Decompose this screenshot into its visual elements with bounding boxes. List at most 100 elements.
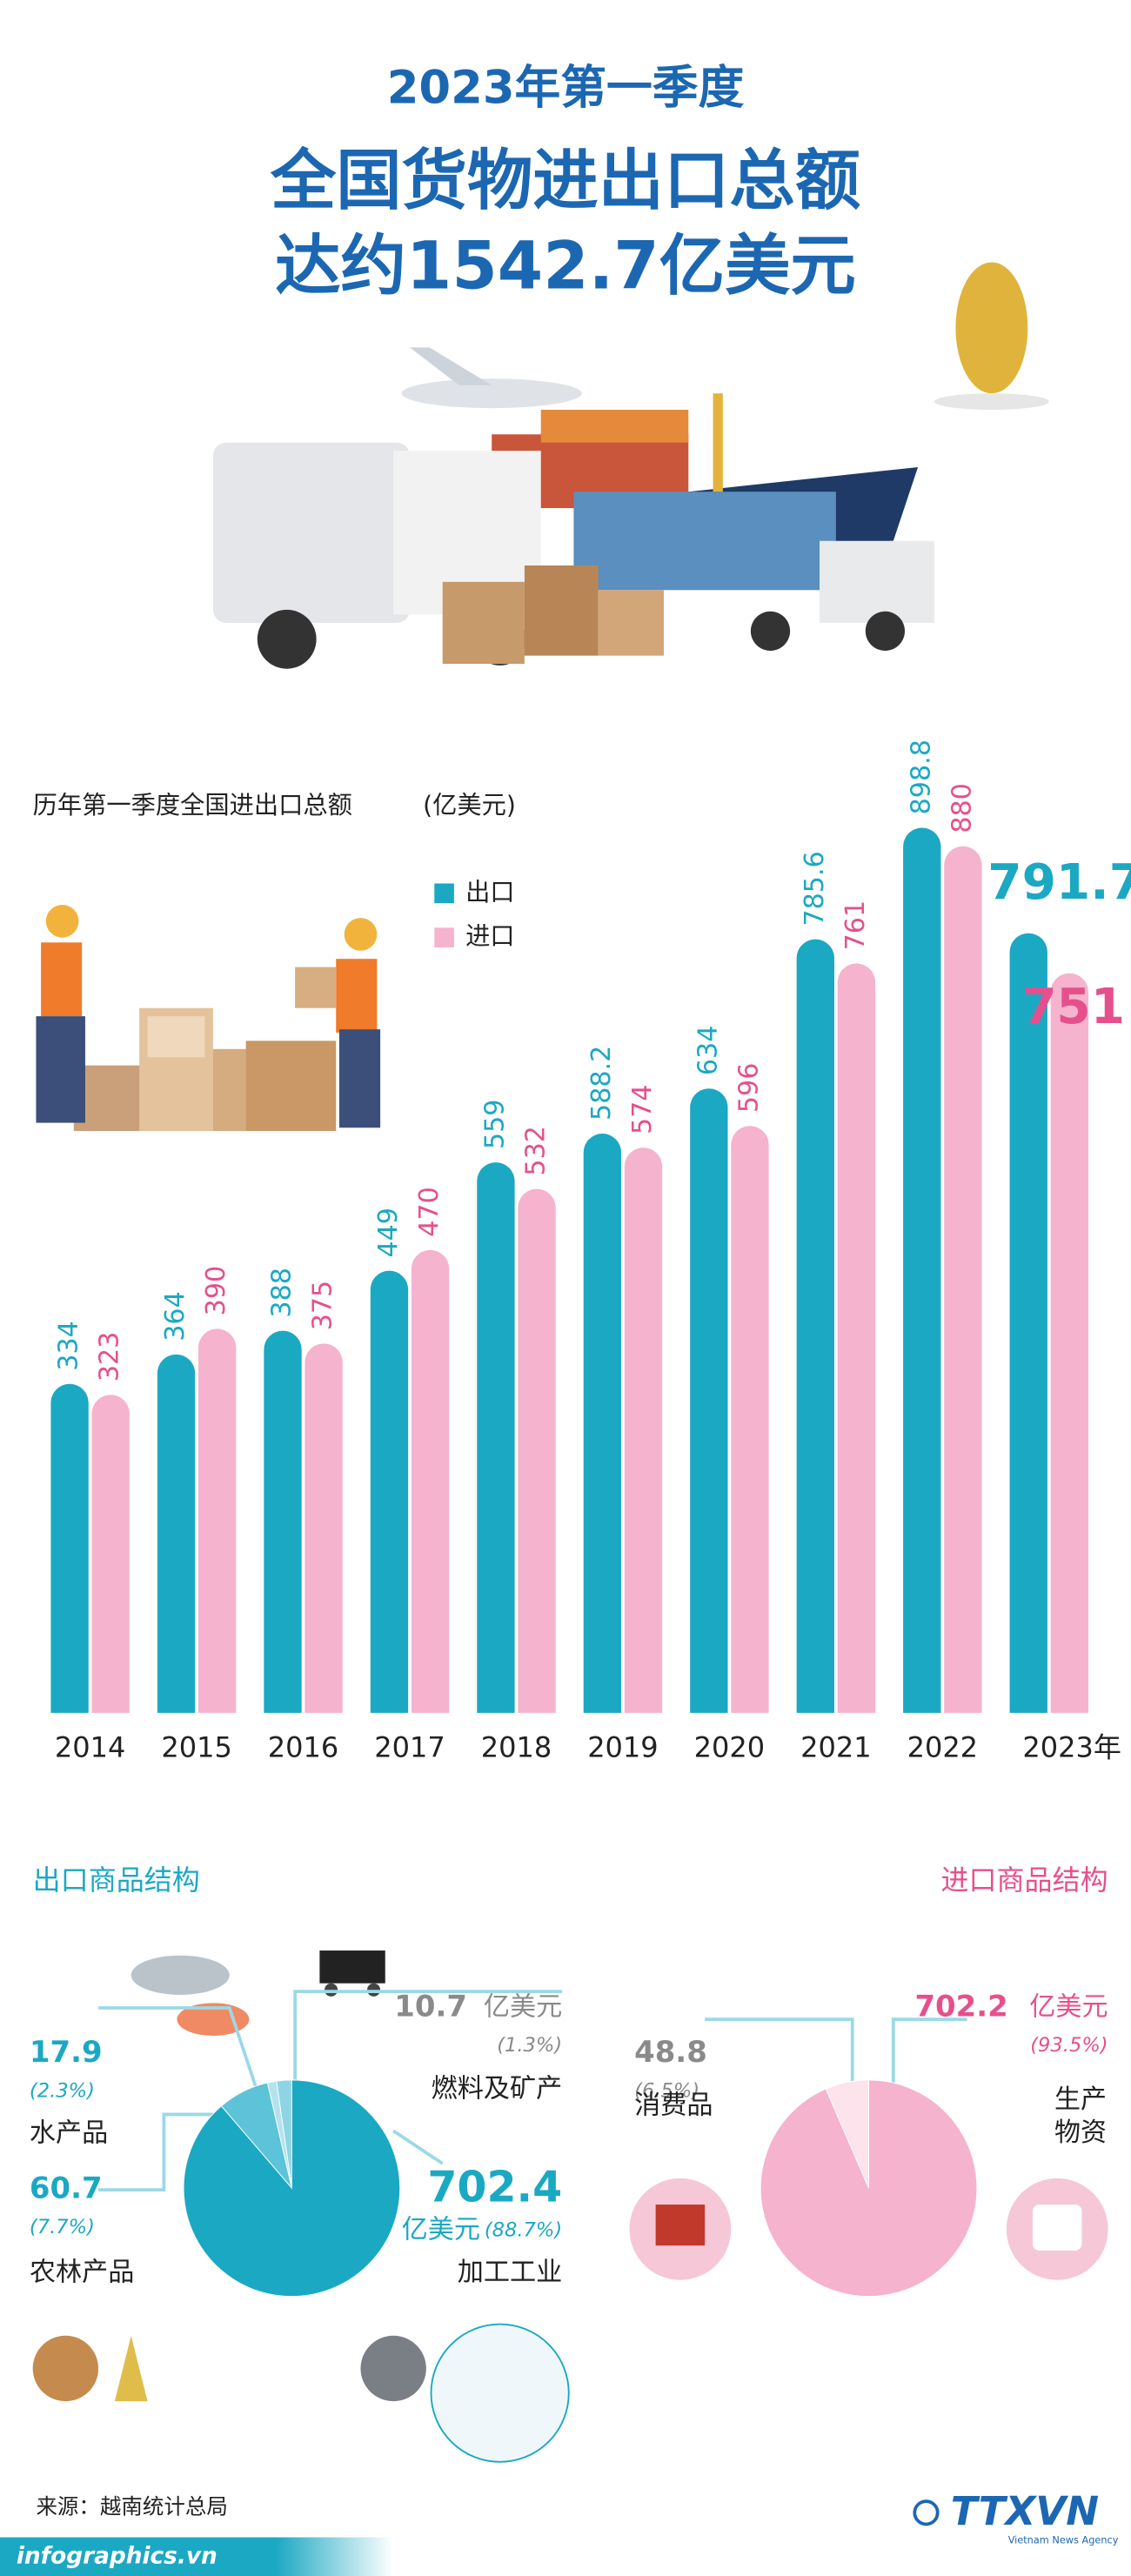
workers-illustration xyxy=(36,905,381,1132)
x-tick-label: 2020 xyxy=(694,1730,765,1763)
value-label: 702.4 xyxy=(427,2163,562,2212)
bar xyxy=(690,1088,728,1713)
bar xyxy=(1050,973,1089,1713)
category-label: 燃料及矿产 xyxy=(432,2074,563,2104)
bar xyxy=(944,846,982,1713)
title-line2: 全国货物进出口总额 xyxy=(270,142,860,218)
value-label: 60.7 xyxy=(30,2171,103,2205)
bar xyxy=(837,963,876,1713)
bar xyxy=(91,1395,130,1713)
value-label: 588.2 xyxy=(586,1046,617,1121)
value-label: 880 xyxy=(947,783,977,833)
percent-label: (93.5%) xyxy=(1030,2034,1108,2057)
value-label: 449 xyxy=(373,1208,404,1258)
percent-label: (1.3%) xyxy=(497,2034,562,2057)
logo-sub: Vietnam News Agency xyxy=(1008,2534,1119,2546)
value-label: 470 xyxy=(414,1187,445,1237)
value-label: 364 xyxy=(160,1291,191,1342)
leader-line xyxy=(98,2112,213,2191)
x-tick-label: 2016 xyxy=(268,1730,338,1763)
bar xyxy=(411,1249,450,1713)
pie-title: 进口商品结构 xyxy=(941,1863,1108,1897)
illustration xyxy=(212,262,1049,669)
pie-title: 出口商品结构 xyxy=(33,1863,200,1897)
value-label: 323 xyxy=(95,1332,125,1382)
bar xyxy=(370,1270,409,1713)
chart-unit: (亿美元) xyxy=(423,791,516,820)
x-tick-label: 2017 xyxy=(374,1730,445,1763)
pie-slice xyxy=(760,2079,978,2298)
leader-line xyxy=(392,2129,444,2165)
legend-label: 出口 xyxy=(465,878,515,907)
leader-line xyxy=(293,1990,563,2115)
value-label: 898.8 xyxy=(906,739,936,814)
bar xyxy=(731,1126,769,1713)
bar xyxy=(157,1354,196,1713)
bar xyxy=(50,1383,89,1713)
category-label: 农林产品 xyxy=(30,2258,135,2288)
legend-swatch xyxy=(434,883,454,904)
value-label: 375 xyxy=(308,1281,338,1331)
pie-slice xyxy=(183,2079,401,2298)
value-label: 388 xyxy=(267,1268,298,1318)
bar xyxy=(583,1134,622,1713)
value-label: 791.7 xyxy=(987,854,1131,911)
logo: TTXVN xyxy=(951,2488,1099,2534)
value-label: 751 xyxy=(1022,979,1125,1035)
unit-label: 亿美元 xyxy=(1029,1991,1108,2022)
bar xyxy=(796,939,834,1713)
import-category-label: 生产物资 xyxy=(1054,2084,1107,2148)
footer-text: infographics.vn xyxy=(17,2544,218,2570)
leader-line xyxy=(98,2006,264,2107)
percent-label: (88.7%) xyxy=(485,2219,562,2242)
x-tick-label: 2023年 xyxy=(1022,1730,1121,1763)
bar xyxy=(477,1162,515,1713)
unit-label: 亿美元 xyxy=(484,1991,562,2022)
percent-label: (2.3%) xyxy=(30,2080,95,2103)
source: 来源：越南统计总局 xyxy=(36,2494,227,2519)
x-tick-label: 2015 xyxy=(161,1730,231,1763)
value-label: 532 xyxy=(521,1126,552,1176)
bar xyxy=(903,827,941,1713)
value-label: 634 xyxy=(693,1026,723,1076)
category-label: 加工工业 xyxy=(458,2258,563,2288)
value-label: 702.2 xyxy=(914,1989,1007,2023)
bar xyxy=(518,1188,556,1713)
title-line3: 达约1542.7亿美元 xyxy=(275,227,856,304)
x-tick-label: 2021 xyxy=(800,1730,871,1763)
logo-mark xyxy=(913,2499,940,2526)
bar xyxy=(264,1330,302,1713)
category-label: 水产品 xyxy=(30,2118,108,2149)
legend-swatch xyxy=(434,927,454,947)
value-label: 574 xyxy=(627,1085,658,1135)
chart-title: 历年第一季度全国进出口总额 xyxy=(33,791,352,820)
value-label: 596 xyxy=(733,1063,764,1114)
x-tick-label: 2018 xyxy=(481,1730,552,1763)
bar xyxy=(304,1343,343,1713)
value-label: 785.6 xyxy=(800,851,830,926)
bar xyxy=(197,1328,237,1713)
category-label: 消费品 xyxy=(634,2091,713,2121)
value-label: 10.7 xyxy=(394,1989,467,2023)
x-tick-label: 2022 xyxy=(907,1730,978,1763)
leader-line xyxy=(891,2017,967,2098)
value-label: 334 xyxy=(54,1321,84,1371)
footer-bar xyxy=(0,2537,394,2576)
title-line1: 2023年第一季度 xyxy=(387,61,745,114)
leader-line xyxy=(705,2017,854,2098)
unit-label: 亿美元 xyxy=(402,2215,480,2245)
value-label: 761 xyxy=(840,900,871,951)
pie-icons xyxy=(32,1950,1108,2463)
value-label: 48.8 xyxy=(634,2035,707,2069)
percent-label: (7.7%) xyxy=(30,2216,95,2238)
x-tick-label: 2014 xyxy=(55,1730,125,1763)
value-label: 559 xyxy=(479,1100,510,1150)
bar xyxy=(624,1147,663,1713)
legend-label: 进口 xyxy=(465,922,515,951)
percent-label: (6.5%) xyxy=(634,2080,699,2103)
bar xyxy=(1009,933,1047,1713)
value-label: 17.9 xyxy=(30,2035,103,2069)
value-label: 390 xyxy=(201,1266,231,1316)
